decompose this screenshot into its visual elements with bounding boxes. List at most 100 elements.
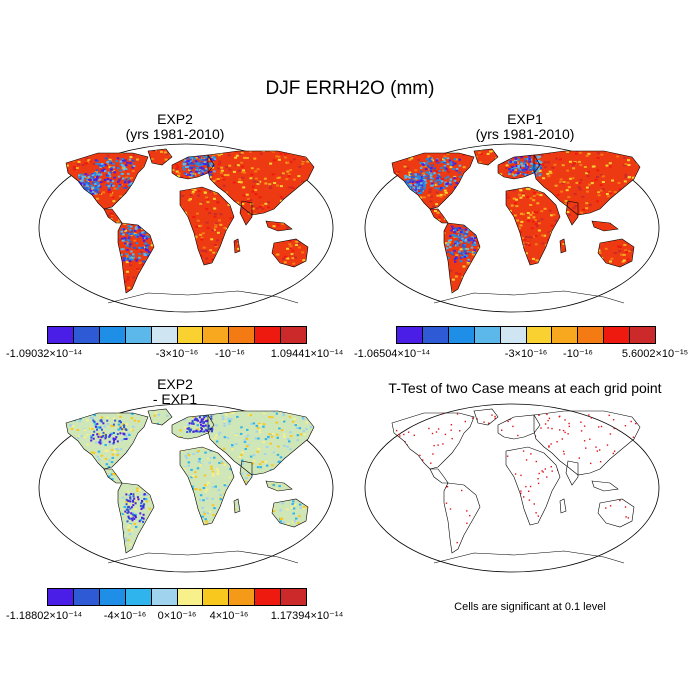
coastline xyxy=(505,446,561,526)
coastline xyxy=(497,414,541,440)
coastline xyxy=(171,154,215,180)
colorbar-swatch xyxy=(422,327,449,343)
colorbar-label: 0×10⁻¹⁶ xyxy=(157,610,197,622)
coastline xyxy=(565,200,579,226)
coastline xyxy=(473,148,499,166)
coastline xyxy=(391,152,475,210)
coastline xyxy=(591,480,619,492)
panel-title-line2: (yrs 1981-2010) xyxy=(125,126,225,142)
colorbar-swatch xyxy=(630,327,656,343)
coastline xyxy=(179,186,235,266)
panel-title-exp2: EXP2 (yrs 1981-2010) xyxy=(40,112,310,142)
coastline xyxy=(591,220,619,232)
colorbar-swatch xyxy=(48,589,74,605)
panel-title-line2: - EXP1 xyxy=(152,391,198,407)
colorbar-swatch xyxy=(203,327,230,343)
colorbar-swatch xyxy=(177,589,204,605)
panel-title-line1: EXP2 xyxy=(157,111,193,127)
coastline xyxy=(497,154,541,180)
coastline xyxy=(443,222,481,294)
colorbar-label: -1.06504×10⁻¹⁴ xyxy=(354,348,431,360)
panel-title-line1: T-Test of two Case means at each grid po… xyxy=(388,380,662,396)
colorbar-label: -1.09032×10⁻¹⁴ xyxy=(6,348,83,360)
colorbar-swatch xyxy=(48,327,74,343)
coastline xyxy=(239,460,253,486)
colorbar-label: -3×10⁻¹⁶ xyxy=(504,348,548,360)
map-exp2-minus-exp1 xyxy=(38,403,334,573)
colorbar-swatch xyxy=(99,327,126,343)
coastline xyxy=(265,480,293,492)
map-exp2 xyxy=(38,143,334,313)
coastline xyxy=(533,150,641,216)
coastline xyxy=(265,220,293,232)
coastline xyxy=(233,498,241,514)
coastline xyxy=(207,410,315,476)
colorbar-label: -10⁻¹⁶ xyxy=(563,348,593,360)
colorbar-swatch xyxy=(177,327,204,343)
coastline xyxy=(65,152,149,210)
colorbar-label: 4×10⁻¹⁶ xyxy=(209,610,249,622)
coastline xyxy=(179,446,235,526)
colorbar-swatch xyxy=(125,327,152,343)
colorbar-label: 1.17394×10⁻¹⁴ xyxy=(270,610,344,622)
colorbar-swatch xyxy=(73,589,100,605)
colorbar-exp1 xyxy=(396,326,656,344)
colorbar-swatch xyxy=(99,589,126,605)
antarctica-coastline xyxy=(433,290,625,304)
colorbar-swatch xyxy=(151,327,178,343)
coastline xyxy=(391,412,475,470)
coastline xyxy=(171,414,215,440)
coastline xyxy=(533,410,641,476)
panel-title-line1: EXP2 xyxy=(157,376,193,392)
coastline xyxy=(505,186,561,266)
colorbar-exp2 xyxy=(47,326,307,344)
coastline xyxy=(147,408,173,426)
coastline xyxy=(473,408,499,426)
panel-title-exp1: EXP1 (yrs 1981-2010) xyxy=(390,112,660,142)
coastline xyxy=(597,238,635,268)
coastline xyxy=(207,150,315,216)
colorbar-swatch xyxy=(255,589,282,605)
map-ttest-significance xyxy=(364,403,660,573)
panel-title-line1: EXP1 xyxy=(507,111,543,127)
colorbar-label: -4×10⁻¹⁶ xyxy=(103,610,147,622)
coastline xyxy=(117,482,155,554)
colorbar-swatch xyxy=(125,589,152,605)
coastline xyxy=(239,200,253,226)
colorbar-swatch xyxy=(73,327,100,343)
antarctica-coastline xyxy=(107,550,299,564)
coastline xyxy=(597,498,635,528)
antarctica-coastline xyxy=(433,550,625,564)
colorbar-swatch xyxy=(526,327,553,343)
colorbar-diff xyxy=(47,588,307,606)
colorbar-swatch xyxy=(448,327,475,343)
colorbar-swatch xyxy=(474,327,501,343)
colorbar-swatch xyxy=(255,327,282,343)
colorbar-swatch xyxy=(578,327,605,343)
colorbar-label: -3×10⁻¹⁶ xyxy=(155,348,199,360)
colorbar-swatch xyxy=(203,589,230,605)
colorbar-swatch xyxy=(151,589,178,605)
colorbar-swatch xyxy=(500,327,527,343)
significance-note: Cells are significant at 0.1 level xyxy=(454,601,606,613)
coastline xyxy=(147,148,173,166)
coastline xyxy=(559,498,567,514)
panel-title-line2: (yrs 1981-2010) xyxy=(475,126,575,142)
panel-title-ttest: T-Test of two Case means at each grid po… xyxy=(350,381,700,396)
coastline xyxy=(271,238,309,268)
colorbar-label: -1.18802×10⁻¹⁴ xyxy=(6,610,83,622)
colorbar-swatch xyxy=(604,327,631,343)
coastline xyxy=(559,238,567,254)
colorbar-swatch xyxy=(397,327,423,343)
colorbar-label: 1.09441×10⁻¹⁴ xyxy=(270,348,344,360)
globe-outline xyxy=(364,403,660,573)
colorbar-swatch xyxy=(552,327,579,343)
coastline xyxy=(117,222,155,294)
map-exp1 xyxy=(364,143,660,313)
colorbar-swatch xyxy=(281,589,307,605)
antarctica-coastline xyxy=(107,290,299,304)
colorbar-swatch xyxy=(281,327,307,343)
coastline xyxy=(443,482,481,554)
coastline xyxy=(271,498,309,528)
panel-title-diff: EXP2 - EXP1 xyxy=(40,377,310,407)
